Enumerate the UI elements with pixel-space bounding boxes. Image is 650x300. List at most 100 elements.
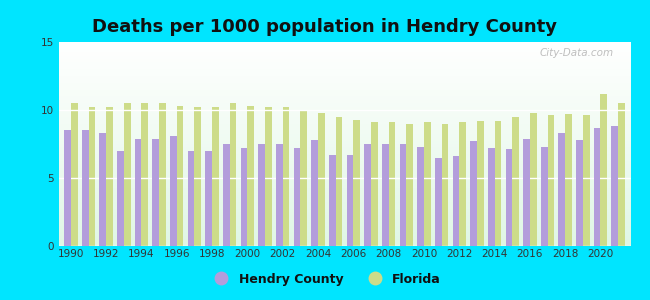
Bar — [58, 144, 630, 147]
Bar — [58, 164, 630, 168]
Bar — [612, 126, 618, 246]
Bar — [58, 120, 630, 124]
Bar — [276, 144, 283, 246]
Bar — [58, 158, 630, 161]
Bar — [58, 212, 630, 215]
Bar — [58, 93, 630, 96]
Bar — [58, 45, 630, 49]
Bar — [470, 141, 477, 246]
Bar — [558, 133, 566, 246]
Bar — [58, 62, 630, 66]
Bar — [58, 76, 630, 80]
Bar — [58, 130, 630, 134]
Bar — [58, 73, 630, 76]
Bar — [58, 208, 630, 212]
Bar — [58, 117, 630, 120]
Bar — [441, 124, 448, 246]
Bar — [335, 117, 343, 246]
Bar — [58, 100, 630, 103]
Bar — [99, 133, 106, 246]
Bar — [541, 147, 547, 246]
Text: City-Data.com: City-Data.com — [540, 48, 614, 58]
Bar — [364, 144, 371, 246]
Bar — [58, 195, 630, 198]
Bar — [547, 116, 554, 246]
Bar — [58, 236, 630, 239]
Bar — [452, 156, 460, 246]
Bar — [583, 116, 590, 246]
Bar — [495, 121, 501, 246]
Bar — [371, 122, 378, 246]
Bar — [435, 158, 441, 246]
Bar — [117, 151, 124, 246]
Bar — [58, 110, 630, 113]
Bar — [135, 139, 142, 246]
Bar — [58, 222, 630, 226]
Bar — [58, 96, 630, 100]
Bar — [223, 144, 229, 246]
Bar — [618, 103, 625, 246]
Bar — [58, 141, 630, 144]
Bar — [506, 149, 512, 246]
Bar — [58, 90, 630, 93]
Bar — [159, 103, 166, 246]
Bar — [512, 117, 519, 246]
Bar — [58, 49, 630, 52]
Bar — [311, 140, 318, 246]
Bar — [58, 226, 630, 229]
Bar — [300, 110, 307, 246]
Bar — [523, 139, 530, 246]
Bar — [248, 106, 254, 246]
Bar — [601, 94, 607, 246]
Bar — [382, 144, 389, 246]
Bar — [58, 178, 630, 181]
Bar — [106, 107, 113, 246]
Bar — [58, 171, 630, 175]
Bar — [58, 127, 630, 130]
Bar — [58, 219, 630, 222]
Bar — [594, 128, 601, 246]
Bar — [58, 215, 630, 219]
Bar — [58, 154, 630, 158]
Bar — [58, 56, 630, 59]
Bar — [58, 192, 630, 195]
Bar — [58, 59, 630, 62]
Bar — [82, 130, 88, 246]
Bar — [530, 113, 537, 246]
Bar — [58, 86, 630, 90]
Bar — [58, 52, 630, 56]
Bar — [205, 151, 212, 246]
Text: Deaths per 1000 population in Hendry County: Deaths per 1000 population in Hendry Cou… — [92, 18, 558, 36]
Bar — [58, 137, 630, 141]
Bar — [58, 124, 630, 127]
Bar — [58, 198, 630, 202]
Bar — [58, 239, 630, 243]
Bar — [58, 182, 630, 185]
Bar — [576, 140, 583, 246]
Bar — [58, 229, 630, 232]
Bar — [58, 66, 630, 69]
Bar — [71, 103, 77, 246]
Bar — [566, 114, 572, 246]
Bar — [58, 151, 630, 154]
Legend: Hendry County, Florida: Hendry County, Florida — [204, 268, 446, 291]
Bar — [283, 107, 289, 246]
Bar — [406, 124, 413, 246]
Bar — [424, 122, 431, 246]
Bar — [58, 69, 630, 73]
Bar — [58, 188, 630, 192]
Bar — [177, 106, 183, 246]
Bar — [188, 151, 194, 246]
Bar — [170, 136, 177, 246]
Bar — [58, 103, 630, 106]
Bar — [142, 103, 148, 246]
Bar — [64, 130, 71, 246]
Bar — [477, 121, 484, 246]
Bar — [417, 147, 424, 246]
Bar — [488, 148, 495, 246]
Bar — [354, 119, 360, 246]
Bar — [400, 144, 406, 246]
Bar — [58, 243, 630, 246]
Bar — [58, 202, 630, 205]
Bar — [58, 80, 630, 83]
